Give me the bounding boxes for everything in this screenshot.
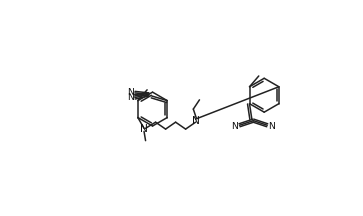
Text: N: N xyxy=(268,122,275,131)
Text: N: N xyxy=(127,88,134,97)
Text: N: N xyxy=(192,116,200,126)
Text: N: N xyxy=(140,124,148,134)
Text: N: N xyxy=(232,122,238,131)
Text: N: N xyxy=(127,93,134,102)
